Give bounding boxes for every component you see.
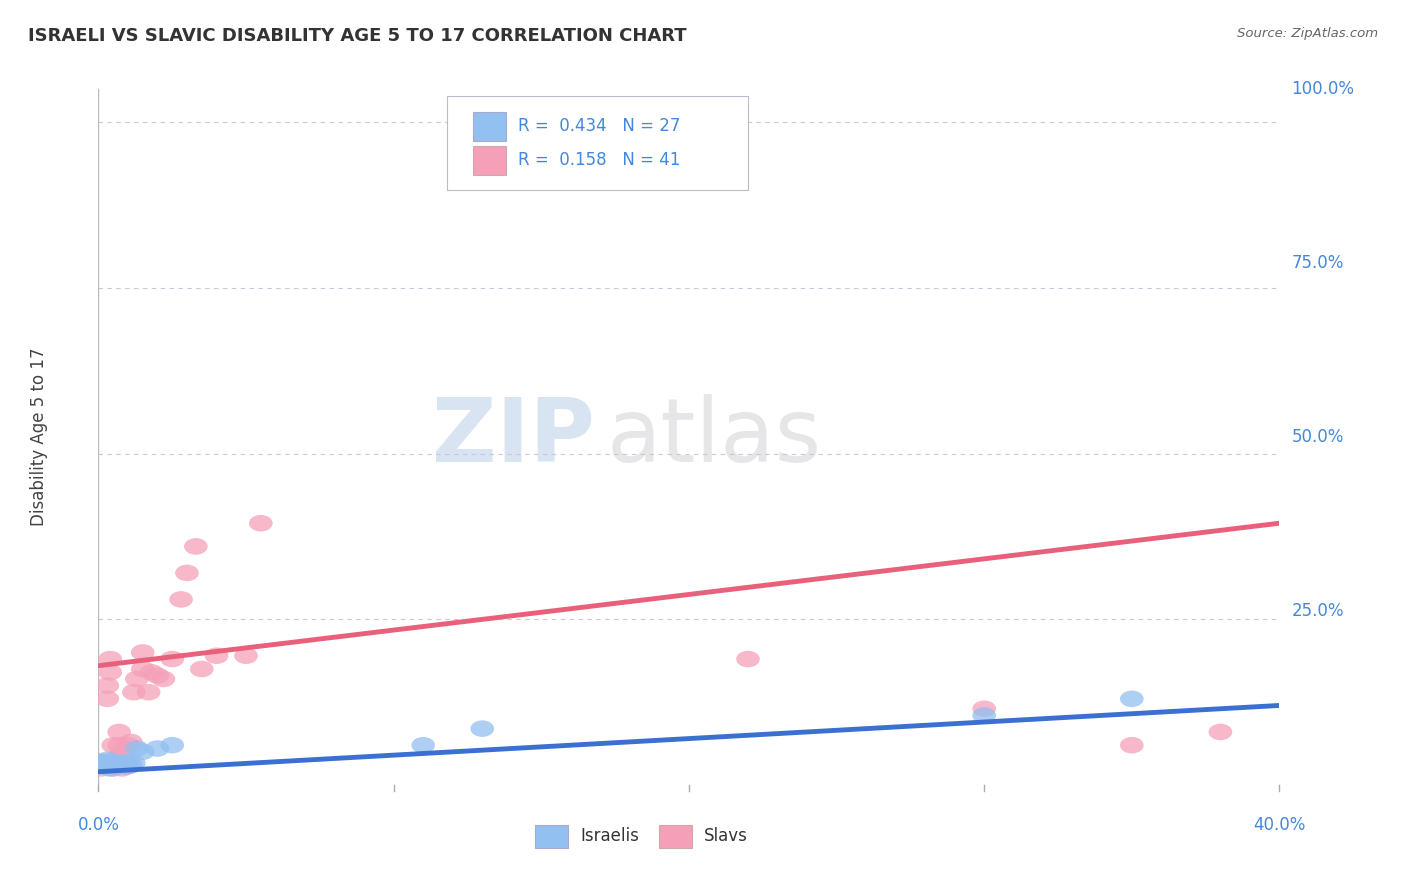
Ellipse shape	[131, 744, 155, 760]
Ellipse shape	[125, 740, 149, 756]
Ellipse shape	[184, 538, 208, 555]
Ellipse shape	[101, 760, 125, 777]
Ellipse shape	[176, 565, 198, 582]
Ellipse shape	[90, 754, 114, 770]
Ellipse shape	[1121, 690, 1143, 707]
Ellipse shape	[412, 737, 434, 754]
FancyBboxPatch shape	[472, 145, 506, 175]
Text: 25.0%: 25.0%	[1291, 602, 1344, 620]
Ellipse shape	[737, 651, 759, 667]
Ellipse shape	[110, 756, 134, 773]
Text: R =  0.158   N = 41: R = 0.158 N = 41	[517, 151, 681, 169]
Ellipse shape	[249, 515, 273, 532]
Ellipse shape	[90, 760, 114, 777]
Ellipse shape	[107, 737, 131, 754]
Ellipse shape	[146, 740, 169, 756]
Ellipse shape	[98, 756, 122, 772]
FancyBboxPatch shape	[447, 96, 748, 190]
Text: 50.0%: 50.0%	[1291, 428, 1344, 446]
Ellipse shape	[122, 755, 146, 772]
Ellipse shape	[235, 648, 257, 664]
Ellipse shape	[131, 661, 155, 677]
Ellipse shape	[146, 667, 169, 684]
Ellipse shape	[122, 684, 146, 700]
Ellipse shape	[104, 758, 128, 774]
Ellipse shape	[1121, 737, 1143, 754]
Ellipse shape	[90, 756, 114, 773]
Ellipse shape	[152, 671, 176, 687]
Ellipse shape	[98, 760, 122, 777]
Ellipse shape	[120, 733, 143, 750]
Ellipse shape	[160, 737, 184, 754]
Ellipse shape	[107, 756, 131, 772]
Ellipse shape	[107, 723, 131, 740]
Text: 0.0%: 0.0%	[77, 816, 120, 834]
Ellipse shape	[101, 755, 125, 772]
Ellipse shape	[110, 744, 134, 760]
Text: 75.0%: 75.0%	[1291, 254, 1344, 272]
Ellipse shape	[139, 664, 163, 681]
Text: Source: ZipAtlas.com: Source: ZipAtlas.com	[1237, 27, 1378, 40]
Ellipse shape	[471, 721, 494, 737]
Ellipse shape	[90, 754, 114, 770]
Ellipse shape	[160, 651, 184, 667]
Ellipse shape	[114, 758, 136, 774]
Ellipse shape	[114, 754, 136, 770]
Ellipse shape	[104, 756, 128, 773]
Ellipse shape	[96, 756, 120, 773]
Ellipse shape	[120, 756, 143, 773]
Ellipse shape	[117, 754, 139, 770]
Ellipse shape	[125, 671, 149, 687]
Text: 40.0%: 40.0%	[1253, 816, 1306, 834]
FancyBboxPatch shape	[659, 824, 693, 847]
Text: Israelis: Israelis	[581, 827, 640, 845]
Text: ZIP: ZIP	[432, 393, 595, 481]
Ellipse shape	[93, 756, 117, 772]
Ellipse shape	[205, 648, 228, 664]
Ellipse shape	[98, 664, 122, 681]
Ellipse shape	[104, 754, 128, 770]
Text: R =  0.434   N = 27: R = 0.434 N = 27	[517, 117, 681, 135]
Ellipse shape	[96, 751, 120, 768]
Ellipse shape	[96, 690, 120, 707]
Text: ISRAELI VS SLAVIC DISABILITY AGE 5 TO 17 CORRELATION CHART: ISRAELI VS SLAVIC DISABILITY AGE 5 TO 17…	[28, 27, 686, 45]
Ellipse shape	[93, 756, 117, 773]
Ellipse shape	[117, 758, 139, 774]
Ellipse shape	[136, 684, 160, 700]
Ellipse shape	[117, 737, 139, 754]
Ellipse shape	[973, 700, 995, 717]
Text: atlas: atlas	[606, 393, 821, 481]
Ellipse shape	[1209, 723, 1232, 740]
Ellipse shape	[169, 591, 193, 607]
FancyBboxPatch shape	[472, 112, 506, 141]
Ellipse shape	[190, 661, 214, 677]
Ellipse shape	[973, 707, 995, 723]
Ellipse shape	[131, 644, 155, 661]
Ellipse shape	[93, 758, 117, 774]
Text: Disability Age 5 to 17: Disability Age 5 to 17	[31, 348, 48, 526]
Ellipse shape	[114, 756, 136, 773]
Text: 100.0%: 100.0%	[1291, 80, 1354, 98]
Ellipse shape	[104, 750, 128, 767]
Ellipse shape	[93, 758, 117, 774]
FancyBboxPatch shape	[536, 824, 568, 847]
Ellipse shape	[98, 651, 122, 667]
Ellipse shape	[96, 677, 120, 694]
Ellipse shape	[110, 760, 134, 777]
Ellipse shape	[101, 737, 125, 754]
Ellipse shape	[96, 755, 120, 772]
Text: Slavs: Slavs	[704, 827, 748, 845]
Ellipse shape	[101, 756, 125, 773]
